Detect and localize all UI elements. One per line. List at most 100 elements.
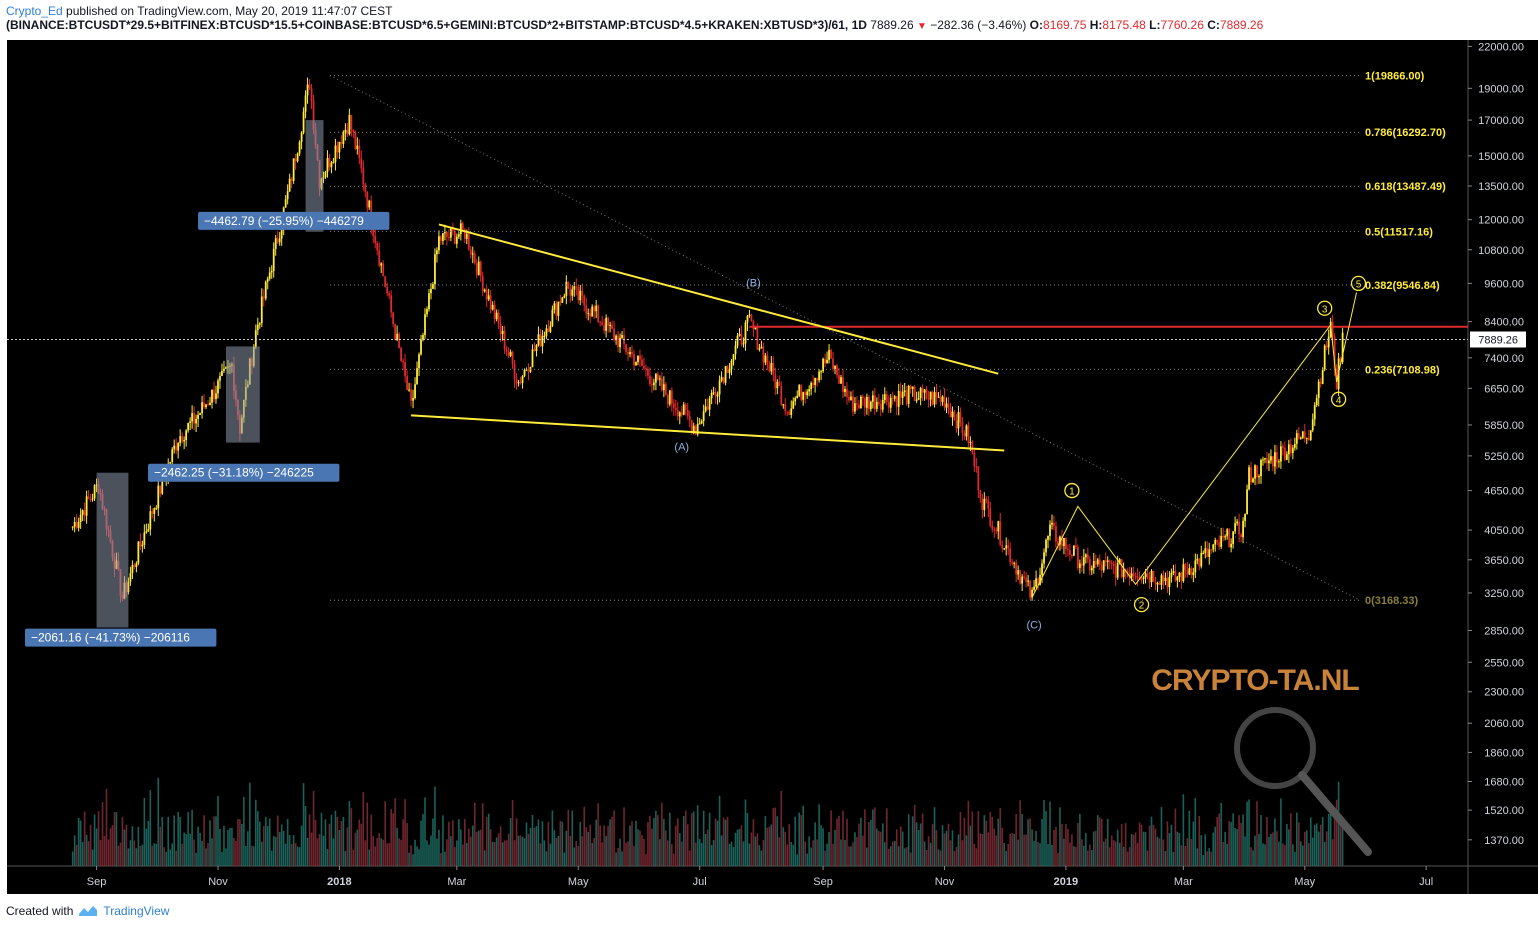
candle-body bbox=[354, 132, 357, 149]
volume-bar bbox=[1307, 842, 1310, 866]
candle-body bbox=[485, 289, 488, 300]
candle-body bbox=[1246, 489, 1248, 515]
candle-body bbox=[1279, 446, 1282, 462]
candle-body bbox=[151, 511, 154, 514]
candle-body bbox=[463, 229, 466, 239]
volume-bar bbox=[446, 839, 448, 866]
volume-bar bbox=[286, 818, 289, 866]
candle-body bbox=[754, 327, 757, 330]
volume-bar bbox=[911, 816, 914, 866]
candle-body bbox=[563, 295, 566, 298]
volume-bar bbox=[495, 837, 498, 866]
y-tick-label: 9600.00 bbox=[1484, 278, 1524, 290]
volume-bar bbox=[750, 832, 753, 866]
volume-bar bbox=[454, 846, 456, 866]
candle-body bbox=[350, 115, 353, 130]
volume-group bbox=[71, 777, 1344, 866]
volume-bar bbox=[571, 810, 574, 866]
volume-bar bbox=[557, 835, 560, 866]
candle-body bbox=[879, 403, 882, 410]
candle-body bbox=[1007, 545, 1010, 549]
candle-body bbox=[680, 412, 683, 415]
candle-body bbox=[292, 158, 295, 181]
volume-bar bbox=[1214, 826, 1217, 866]
candle-body bbox=[1283, 447, 1286, 460]
wave-circle bbox=[1317, 300, 1333, 316]
candle-body bbox=[1240, 534, 1242, 538]
volume-bar bbox=[1164, 851, 1167, 866]
volume-bar bbox=[1138, 822, 1141, 866]
volume-bar bbox=[989, 811, 992, 866]
candle-body bbox=[284, 199, 287, 208]
x-tick-label: Sep bbox=[813, 876, 833, 888]
candle-body bbox=[1184, 564, 1187, 571]
volume-bar bbox=[579, 821, 582, 866]
candle-body bbox=[342, 132, 345, 144]
volume-bar bbox=[581, 836, 584, 866]
candle-body bbox=[300, 132, 303, 142]
volume-bar bbox=[157, 777, 160, 866]
volume-bar bbox=[318, 833, 321, 866]
symbol-name[interactable]: (BINANCE:BTCUSDT*29.5+BITFINEX:BTCUSD*15… bbox=[6, 18, 867, 32]
volume-bar bbox=[334, 810, 337, 866]
volume-bar bbox=[1057, 852, 1059, 866]
candle-body bbox=[704, 406, 707, 412]
volume-bar bbox=[372, 836, 375, 866]
volume-bar bbox=[479, 829, 482, 866]
fib-level-label: 1(19866.00) bbox=[1365, 71, 1425, 83]
volume-bar bbox=[79, 820, 82, 866]
price-chart[interactable]: 1(19866.00) 0.786(16292.70) 0.618(13487.49… bbox=[0, 0, 1538, 900]
candle-body bbox=[706, 406, 709, 410]
candle-body bbox=[1080, 563, 1083, 566]
candle-body bbox=[483, 289, 486, 292]
candle-body bbox=[352, 129, 355, 133]
volume-bar bbox=[874, 807, 876, 866]
volume-bar bbox=[1071, 834, 1073, 866]
candle-body bbox=[1148, 576, 1151, 583]
candle-body bbox=[660, 378, 663, 391]
candle-body bbox=[515, 379, 518, 384]
candle-body bbox=[326, 158, 329, 172]
candle-body bbox=[85, 496, 88, 516]
volume-bar bbox=[473, 802, 476, 866]
candle-body bbox=[581, 290, 584, 296]
volume-bar bbox=[501, 842, 504, 866]
candle-body bbox=[1039, 574, 1041, 585]
candle-body bbox=[386, 286, 389, 294]
volume-bar bbox=[221, 851, 223, 866]
candle-body bbox=[428, 293, 430, 310]
volume-bar bbox=[129, 840, 132, 866]
volume-bar bbox=[81, 842, 84, 866]
x-tick-label: May bbox=[1294, 876, 1315, 888]
volume-bar bbox=[201, 840, 203, 866]
candle-body bbox=[778, 381, 781, 386]
author-link[interactable]: Crypto_Ed bbox=[6, 4, 63, 18]
volume-bar bbox=[1301, 845, 1304, 866]
candle-body bbox=[1188, 568, 1191, 575]
candle-body bbox=[266, 278, 269, 282]
tradingview-link[interactable]: TradingView bbox=[103, 904, 170, 918]
volume-bar bbox=[1096, 815, 1099, 866]
x-tick-label: Mar bbox=[1174, 876, 1193, 888]
candle-body bbox=[1102, 560, 1105, 571]
volume-bar bbox=[788, 824, 791, 866]
volume-bar bbox=[276, 815, 279, 866]
volume-bar bbox=[700, 842, 703, 866]
volume-bar bbox=[939, 850, 942, 866]
volume-bar bbox=[682, 816, 685, 866]
volume-bar bbox=[591, 842, 593, 866]
candle-body bbox=[449, 228, 452, 238]
volume-bar bbox=[770, 824, 773, 866]
volume-bar bbox=[99, 839, 102, 866]
volume-bar bbox=[663, 818, 665, 866]
volume-bar bbox=[322, 835, 325, 866]
candle-body bbox=[611, 324, 614, 329]
volume-bar bbox=[1094, 830, 1097, 866]
volume-bar bbox=[123, 829, 126, 866]
volume-bar bbox=[436, 838, 438, 866]
volume-bar bbox=[657, 815, 659, 866]
volume-bar bbox=[1061, 823, 1063, 866]
candle-body bbox=[1297, 433, 1300, 439]
candle-body bbox=[647, 368, 649, 376]
candle-body bbox=[185, 430, 188, 441]
